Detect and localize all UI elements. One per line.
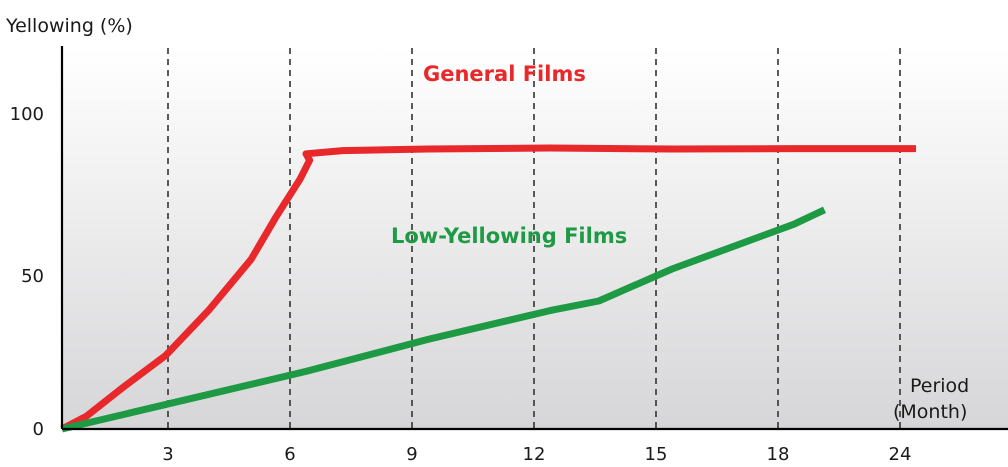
grid-lines xyxy=(167,48,901,429)
x-axis-label: Period (Month) xyxy=(893,375,975,423)
x-axis-label-line-2: (Month) xyxy=(893,401,967,423)
series-line-low-yellowing-films xyxy=(61,206,826,433)
x-tick-label-24: 24 xyxy=(889,444,912,465)
series-label-low-yellowing-films: Low-Yellowing Films xyxy=(391,224,627,248)
x-tick-label-18: 18 xyxy=(767,444,790,465)
tick-labels: 3 6 9 12 15 18 24 0 50 100 xyxy=(10,104,912,465)
series-line-general-films xyxy=(60,144,916,433)
x-tick-label-9: 9 xyxy=(406,444,417,465)
y-tick-label-100: 100 xyxy=(10,104,44,125)
y-tick-label-50: 50 xyxy=(21,266,44,287)
series-label-general-films: General Films xyxy=(423,62,586,86)
x-axis-label-line-1: Period xyxy=(910,375,969,397)
x-tick-label-12: 12 xyxy=(523,444,546,465)
plot-background xyxy=(62,48,1008,429)
x-tick-label-3: 3 xyxy=(162,444,173,465)
x-tick-label-6: 6 xyxy=(284,444,295,465)
x-tick-label-15: 15 xyxy=(645,444,668,465)
axes xyxy=(60,46,1008,431)
y-axis-label: Yellowing (%) xyxy=(5,15,133,37)
y-tick-label-0: 0 xyxy=(33,419,44,440)
series-lines xyxy=(60,144,916,433)
